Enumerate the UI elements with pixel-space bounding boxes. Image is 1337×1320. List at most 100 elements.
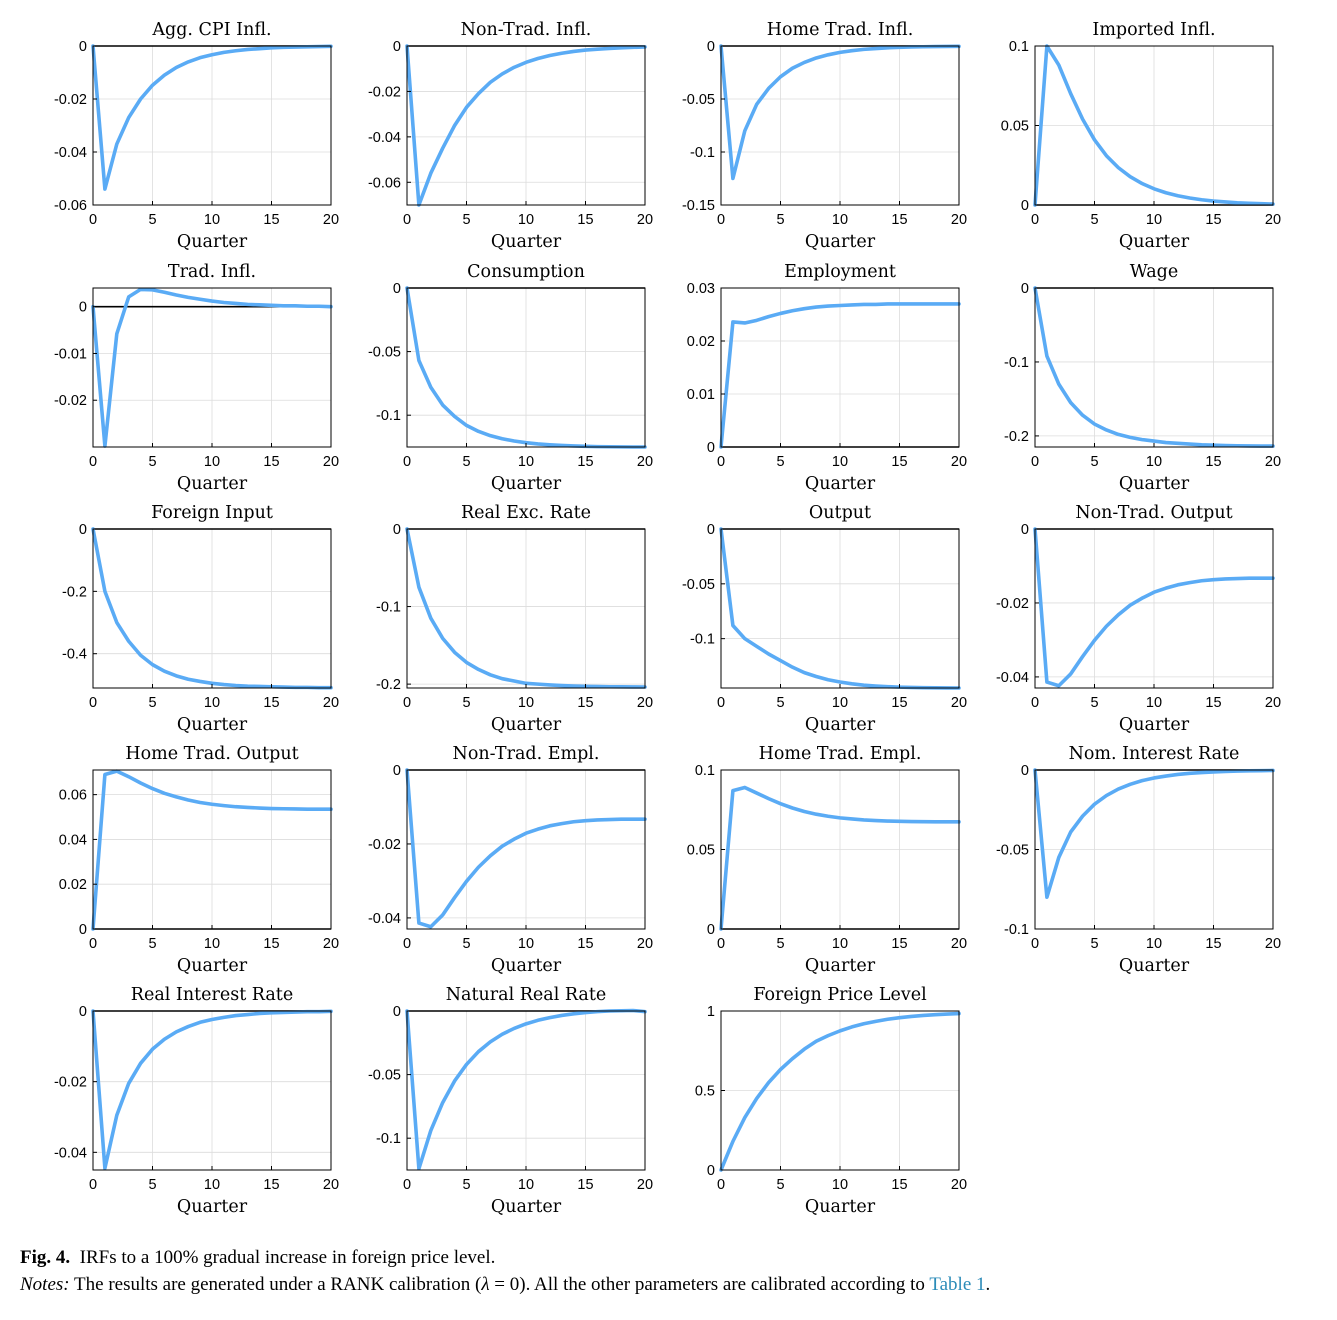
y-tick-label: 0 bbox=[1021, 522, 1029, 538]
data-point bbox=[1177, 584, 1179, 586]
data-point bbox=[175, 1031, 177, 1033]
x-tick-label: 20 bbox=[637, 936, 653, 952]
data-point bbox=[732, 1140, 734, 1142]
notes-label: Notes: bbox=[20, 1274, 70, 1295]
data-point bbox=[513, 440, 515, 442]
data-point bbox=[946, 821, 948, 823]
data-point bbox=[187, 296, 189, 298]
y-tick-label: 0 bbox=[393, 39, 401, 55]
data-point bbox=[501, 73, 503, 75]
data-point bbox=[732, 321, 734, 323]
data-point bbox=[187, 1025, 189, 1027]
y-tick-label: -0.02 bbox=[996, 596, 1029, 612]
data-point bbox=[537, 828, 539, 830]
data-point bbox=[1117, 166, 1119, 168]
data-point bbox=[104, 188, 106, 190]
data-point bbox=[199, 298, 201, 300]
y-tick-label: -0.06 bbox=[368, 175, 401, 191]
panel-home-trad-infl: 0 5 10 15 20 0 -0.05 -0.1 -0.15 Home Trad. Infl. Q… bbox=[682, 20, 967, 252]
data-point bbox=[767, 315, 769, 317]
panel-foreign-price-level: 0 5 10 15 20 0 0.5 1 Foreign Price Level Quarter bbox=[695, 985, 967, 1217]
x-axis-label: Quarter bbox=[805, 1197, 876, 1217]
data-point bbox=[235, 684, 237, 686]
data-point bbox=[1070, 401, 1072, 403]
panel-consumption: 0 5 10 15 20 0 -0.05 -0.1 Consumption Quarter bbox=[368, 262, 653, 494]
data-point bbox=[1070, 673, 1072, 675]
data-point bbox=[187, 61, 189, 63]
data-point bbox=[537, 683, 539, 685]
data-point bbox=[922, 303, 924, 305]
x-tick-label: 15 bbox=[577, 936, 593, 952]
data-point bbox=[489, 674, 491, 676]
series-line-employment bbox=[719, 302, 961, 449]
x-tick-label: 10 bbox=[518, 212, 534, 228]
x-tick-label: 5 bbox=[776, 1177, 784, 1193]
data-point bbox=[756, 645, 758, 647]
x-tick-label: 15 bbox=[263, 454, 279, 470]
chart-title: Home Trad. Output bbox=[125, 744, 298, 764]
x-tick-label: 0 bbox=[403, 454, 411, 470]
panel-home-trad-empl: 0 5 10 15 20 0 0.05 0.1 Home Trad. Empl. Quarter bbox=[687, 744, 967, 976]
data-point bbox=[525, 61, 527, 63]
data-point bbox=[732, 624, 734, 626]
data-point bbox=[1248, 202, 1250, 204]
data-point bbox=[779, 1068, 781, 1070]
data-point bbox=[175, 66, 177, 68]
y-tick-label: 0 bbox=[1021, 281, 1029, 297]
data-point bbox=[1153, 591, 1155, 593]
x-axis-label: Quarter bbox=[805, 474, 876, 494]
data-point bbox=[875, 47, 877, 49]
data-point bbox=[1093, 803, 1095, 805]
data-point bbox=[175, 675, 177, 677]
x-tick-label: 15 bbox=[891, 695, 907, 711]
series-line-home-trad-output bbox=[91, 769, 333, 931]
y-tick-label: 0 bbox=[393, 763, 401, 779]
data-point bbox=[839, 1030, 841, 1032]
y-tick-label: 0.02 bbox=[687, 334, 715, 350]
panel-non-trad-infl: 0 5 10 15 20 0 -0.02 -0.04 -0.06 Non-Trad. Infl. Q… bbox=[368, 20, 653, 252]
data-point bbox=[632, 818, 634, 820]
x-axis-label: Quarter bbox=[177, 474, 248, 494]
data-point bbox=[489, 434, 491, 436]
y-tick-label: 0.05 bbox=[687, 843, 715, 859]
data-point bbox=[418, 922, 420, 924]
x-tick-label: 20 bbox=[323, 936, 339, 952]
data-point bbox=[1165, 587, 1167, 589]
y-tick-label: -0.1 bbox=[1004, 355, 1029, 371]
y-tick-label: -0.1 bbox=[690, 632, 715, 648]
data-point bbox=[211, 300, 213, 302]
data-point bbox=[1105, 155, 1107, 157]
x-tick-label: 15 bbox=[891, 936, 907, 952]
x-tick-label: 15 bbox=[1205, 212, 1221, 228]
data-point bbox=[1141, 597, 1143, 599]
table-1-link[interactable]: Table 1 bbox=[929, 1274, 986, 1295]
data-point bbox=[128, 296, 130, 298]
data-point bbox=[839, 681, 841, 683]
x-tick-label: 15 bbox=[891, 454, 907, 470]
data-point bbox=[791, 1058, 793, 1060]
data-point bbox=[1081, 655, 1083, 657]
data-point bbox=[128, 116, 130, 118]
data-point bbox=[1058, 383, 1060, 385]
data-point bbox=[501, 1033, 503, 1035]
data-point bbox=[898, 1016, 900, 1018]
data-point bbox=[584, 1011, 586, 1013]
series-line-wage bbox=[1033, 286, 1275, 448]
notes-text-2: = 0). All the other parameters are calib… bbox=[489, 1274, 930, 1295]
data-point bbox=[1224, 444, 1226, 446]
data-point bbox=[489, 1041, 491, 1043]
x-tick-label: 0 bbox=[89, 212, 97, 228]
data-point bbox=[779, 659, 781, 661]
x-tick-label: 5 bbox=[1090, 454, 1098, 470]
x-tick-label: 5 bbox=[1090, 212, 1098, 228]
data-point bbox=[270, 304, 272, 306]
data-point bbox=[1153, 440, 1155, 442]
data-point bbox=[139, 288, 141, 290]
x-tick-label: 5 bbox=[776, 695, 784, 711]
data-point bbox=[1141, 779, 1143, 781]
figure-caption-notes: Notes: The results are generated under a… bbox=[20, 1273, 990, 1297]
panel-employment: 0 5 10 15 20 0 0.01 0.02 0.03 Employment Quarter bbox=[687, 262, 967, 494]
y-tick-label: 0.1 bbox=[695, 763, 715, 779]
data-point bbox=[910, 820, 912, 822]
data-point bbox=[442, 914, 444, 916]
